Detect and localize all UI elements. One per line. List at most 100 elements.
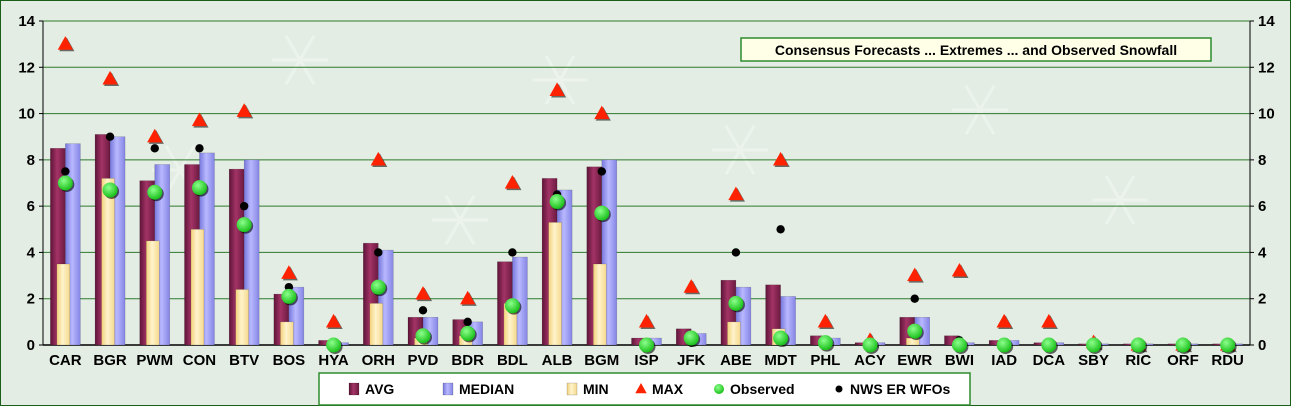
background-decoration — [152, 35, 1148, 245]
snowflake-decoration — [1092, 175, 1148, 225]
observed-marker — [191, 180, 207, 196]
max-marker — [281, 265, 297, 279]
max-marker — [504, 175, 520, 189]
y-tick-label-right: 8 — [1258, 152, 1266, 169]
observed-marker — [817, 335, 833, 351]
max-marker — [191, 112, 208, 127]
legend-label: MAX — [652, 381, 684, 397]
x-category-label: ACY — [854, 352, 886, 369]
y-tick-label-left: 4 — [27, 244, 36, 261]
max-marker — [147, 128, 163, 143]
snowflake-decoration — [532, 55, 588, 105]
snowflake-decoration — [432, 195, 488, 245]
observed-marker — [57, 175, 73, 191]
max-marker — [57, 36, 73, 50]
max-marker — [1041, 313, 1057, 328]
observed-marker — [1086, 337, 1102, 353]
max-marker — [951, 262, 968, 277]
observed-marker — [951, 337, 967, 353]
x-category-label: RIC — [1125, 352, 1151, 369]
y-tick-label-left: 8 — [27, 152, 35, 169]
max-marker — [102, 70, 118, 85]
observed-marker — [683, 330, 699, 346]
observed-marker — [549, 194, 565, 210]
x-category-label: BGM — [584, 352, 619, 369]
x-category-label: BWI — [945, 352, 974, 369]
observed-marker — [1130, 337, 1146, 353]
x-category-label: ABE — [720, 352, 752, 369]
observed-marker — [1175, 337, 1191, 353]
legend-label: NWS ER WFOs — [850, 381, 951, 397]
x-category-label: EWR — [897, 352, 932, 369]
legend-item: NWS ER WFOs — [835, 381, 951, 397]
observed-marker — [415, 328, 431, 344]
max-marker — [549, 82, 565, 97]
legend-item: AVG — [348, 381, 394, 397]
legend-label: Observed — [730, 381, 795, 397]
legend-item: MIN — [566, 381, 609, 397]
min-bar — [56, 263, 71, 346]
min-bar — [190, 229, 205, 346]
observed-marker — [281, 288, 297, 304]
legend-swatch — [566, 382, 578, 396]
y-axis-left-ticks: 0 2 4 6 8 10 12 14 — [18, 13, 43, 354]
min-bar — [727, 321, 741, 346]
legend-item: MAX — [635, 381, 684, 397]
x-category-label: BGR — [93, 352, 127, 369]
chart-title-box: Consensus Forecasts ... Extremes ... and… — [740, 37, 1212, 62]
min-bar — [548, 222, 562, 346]
nws-er-wfo-marker — [508, 248, 517, 257]
max-marker — [236, 103, 252, 117]
observed-marker — [996, 337, 1012, 353]
min-bar — [146, 240, 160, 346]
y-tick-label-right: 0 — [1258, 337, 1266, 354]
x-category-label: PHL — [810, 352, 840, 369]
legend-item: MEDIAN — [442, 381, 514, 397]
x-category-label: SBY — [1078, 352, 1109, 369]
observed-marker — [326, 337, 342, 353]
nws-er-wfo-marker — [239, 201, 249, 211]
chart-title: Consensus Forecasts ... Extremes ... and… — [775, 42, 1177, 58]
max-marker — [907, 267, 923, 282]
legend-frame — [318, 372, 971, 406]
max-marker — [460, 290, 476, 305]
nws-er-wfo-marker — [597, 167, 606, 176]
x-category-label: PVD — [408, 352, 439, 369]
max-marker — [370, 151, 386, 166]
observed-marker — [639, 337, 654, 353]
y-tick-label-right: 6 — [1258, 198, 1266, 215]
x-category-label: DCA — [1033, 352, 1066, 369]
x-category-label: BDR — [451, 352, 484, 369]
legend-swatch — [348, 382, 360, 396]
x-category-label: MDT — [764, 352, 797, 369]
observed-marker — [147, 184, 163, 200]
y-tick-label-left: 10 — [18, 106, 35, 123]
observed-marker — [370, 279, 386, 295]
y-tick-label-left: 2 — [27, 291, 35, 308]
min-bar — [101, 178, 115, 346]
observed-marker — [236, 217, 252, 233]
nws-er-wfo-marker — [910, 294, 919, 303]
x-category-label: BTV — [229, 352, 259, 369]
x-category-label: BOS — [273, 352, 306, 369]
nws-er-wfo-marker — [105, 132, 115, 141]
x-category-label: JFK — [677, 352, 706, 369]
y-tick-label-left: 12 — [18, 59, 35, 76]
marker-series — [57, 36, 1237, 354]
y-tick-label-left: 0 — [27, 337, 35, 354]
legend-item: Observed — [714, 381, 795, 397]
snowflake-decoration — [712, 125, 768, 175]
min-bar — [280, 321, 294, 346]
x-category-label: HYA — [318, 352, 348, 369]
nws-er-wfo-marker — [150, 144, 159, 153]
legend: AVG MEDIAN MIN MAX Observed NWS ER WFOs — [318, 372, 971, 406]
legend-swatch — [835, 385, 843, 393]
y-tick-label-left: 14 — [18, 13, 35, 30]
y-axis-right-ticks: 0 2 4 6 8 10 12 14 — [1250, 13, 1275, 354]
observed-marker — [907, 323, 923, 339]
observed-marker — [460, 325, 476, 341]
legend-label: MIN — [583, 381, 609, 397]
observed-marker — [102, 182, 118, 198]
x-category-label: CAR — [49, 352, 82, 369]
